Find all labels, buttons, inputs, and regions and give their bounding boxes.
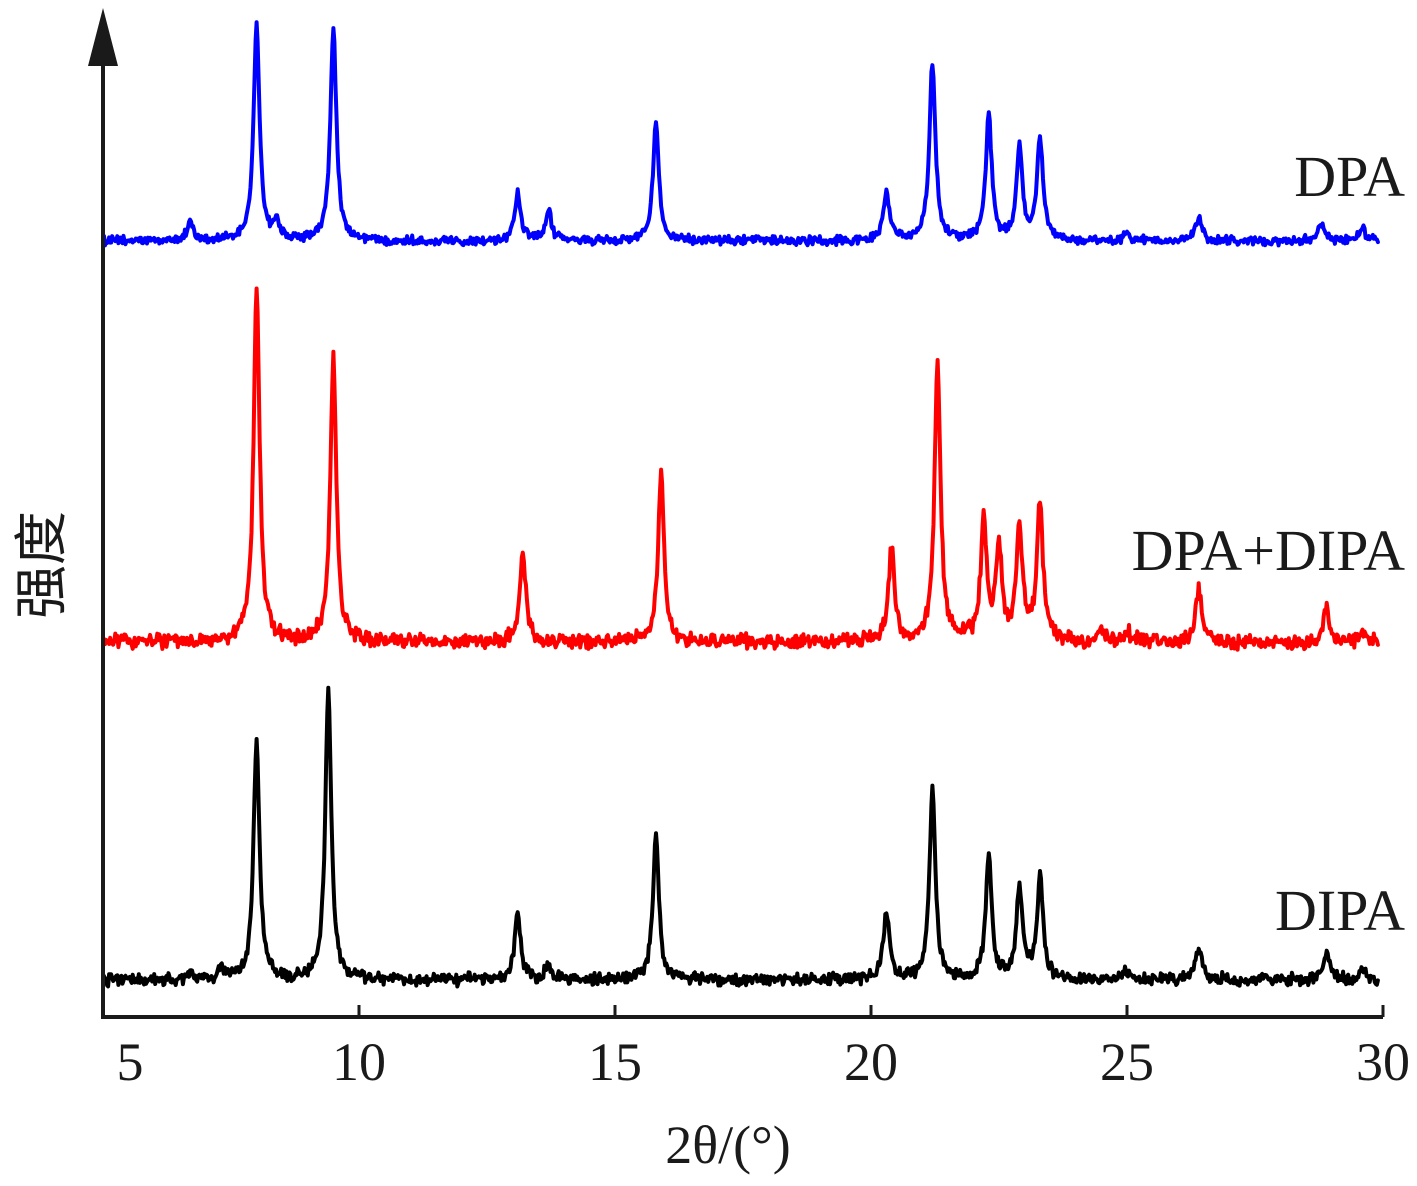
x-tick-label: 5 — [117, 1032, 144, 1092]
axes-layer: 5 10 15 20 25 30 — [88, 8, 1410, 1092]
x-tick-label: 15 — [588, 1032, 642, 1092]
series-label: DPA — [1294, 144, 1405, 209]
x-tick-label: 25 — [1100, 1032, 1154, 1092]
series-layer — [101, 20, 1380, 989]
series-label: DPA+DIPA — [1132, 518, 1406, 583]
x-axis-ticks: 5 10 15 20 25 30 — [101, 1005, 1410, 1092]
labels-layer: 2θ/(°) 强度 — [12, 511, 791, 1175]
x-axis-label: 2θ/(°) — [665, 1115, 790, 1175]
series-label: DIPA — [1275, 878, 1405, 943]
series-line-dipa — [101, 685, 1380, 989]
series-line-dpa — [101, 20, 1380, 248]
x-tick-label: 20 — [844, 1032, 898, 1092]
y-axis-arrow-icon — [88, 8, 118, 66]
series-line-dpa-plus-dipa — [101, 286, 1380, 652]
series-labels: DPA DPA+DIPA DIPA — [1132, 144, 1406, 943]
x-tick-label: 30 — [1356, 1032, 1410, 1092]
y-axis-label: 强度 — [12, 511, 72, 619]
x-tick-label: 10 — [332, 1032, 386, 1092]
